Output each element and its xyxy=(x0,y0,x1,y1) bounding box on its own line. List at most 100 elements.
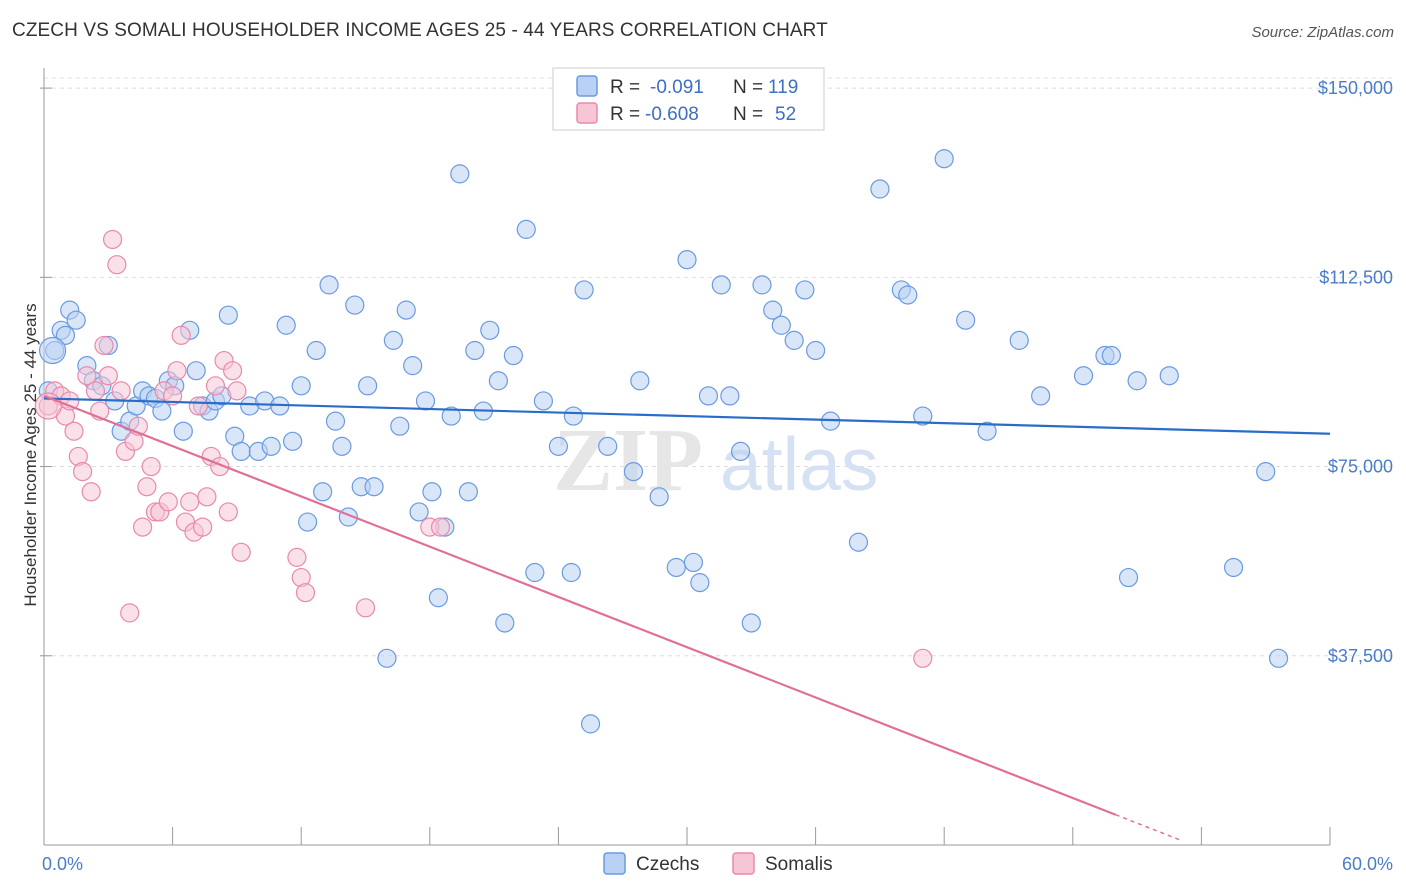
point-czechs-86 xyxy=(720,386,740,406)
point-czechs-36 xyxy=(283,431,303,451)
bottom-legend-swatch-somalis xyxy=(732,852,755,875)
data-points xyxy=(34,149,1289,734)
trend-line-dashed-somalis xyxy=(1115,814,1181,841)
legend-r-value-somalis: -0.608 xyxy=(645,104,699,125)
point-czechs-40 xyxy=(313,482,333,502)
point-somalis-48 xyxy=(355,598,376,618)
point-czechs-43 xyxy=(332,436,352,456)
y-tick-label-0: $37,500 xyxy=(1328,646,1393,666)
legend-r-label-somalis: R = xyxy=(610,104,640,125)
point-somalis-7 xyxy=(72,461,93,482)
point-czechs-85 xyxy=(711,275,731,295)
point-czechs-112 xyxy=(1223,557,1244,578)
point-somalis-30 xyxy=(171,325,191,345)
point-czechs-29 xyxy=(231,441,251,462)
point-somalis-47 xyxy=(295,583,316,603)
point-czechs-17 xyxy=(152,401,172,421)
trend-line-czechs xyxy=(43,397,1331,435)
point-somalis-51 xyxy=(913,648,933,668)
point-czechs-74 xyxy=(574,280,594,300)
point-czechs-41 xyxy=(319,275,339,295)
point-czechs-84 xyxy=(698,386,719,406)
point-czechs-102 xyxy=(956,310,976,330)
point-czechs-38 xyxy=(298,512,318,532)
x-tick-label-1: 60.0% xyxy=(1342,854,1393,874)
point-somalis-5 xyxy=(64,421,84,441)
point-czechs-53 xyxy=(403,356,423,376)
point-czechs-62 xyxy=(465,340,485,361)
point-czechs-100 xyxy=(913,406,933,426)
point-czechs-52 xyxy=(396,300,416,320)
trend-lines xyxy=(43,394,1331,841)
legend-n-label-somalis: N = xyxy=(733,104,763,125)
point-somalis-28 xyxy=(163,386,183,406)
point-somalis-43 xyxy=(227,381,247,401)
axes xyxy=(40,68,1331,846)
point-czechs-87 xyxy=(730,441,751,462)
point-czechs-72 xyxy=(561,562,581,583)
point-somalis-42 xyxy=(223,361,243,381)
point-czechs-104 xyxy=(1009,330,1029,350)
point-somalis-10 xyxy=(85,381,106,401)
point-czechs-79 xyxy=(649,487,669,507)
point-czechs-5 xyxy=(66,310,86,330)
point-czechs-101 xyxy=(934,149,954,169)
point-czechs-99 xyxy=(898,285,918,305)
point-czechs-47 xyxy=(358,376,378,396)
point-czechs-113 xyxy=(1256,461,1276,482)
point-czechs-82 xyxy=(683,552,704,573)
legend-r-label-czechs: R = xyxy=(610,77,640,98)
point-czechs-88 xyxy=(741,613,761,633)
point-somalis-35 xyxy=(193,517,213,537)
point-czechs-54 xyxy=(409,502,429,522)
point-czechs-105 xyxy=(1031,386,1051,406)
point-somalis-13 xyxy=(98,366,118,386)
point-czechs-106 xyxy=(1073,366,1094,386)
point-czechs-83 xyxy=(690,573,710,593)
y-tick-label-2: $112,500 xyxy=(1319,267,1393,287)
point-somalis-36 xyxy=(197,487,217,507)
point-somalis-50 xyxy=(430,517,451,537)
point-czechs-110 xyxy=(1127,371,1147,391)
legend-n-value-somalis: 52 xyxy=(775,104,796,125)
point-czechs-70 xyxy=(533,391,553,411)
point-czechs-77 xyxy=(623,461,644,482)
trend-line-somalis xyxy=(43,394,1117,816)
point-czechs-80 xyxy=(666,557,686,578)
point-czechs-68 xyxy=(516,219,536,239)
point-czechs-48 xyxy=(364,477,384,497)
point-czechs-73 xyxy=(563,406,584,426)
point-somalis-22 xyxy=(137,477,157,497)
y-axis-label: Householder Income Ages 25 - 44 years xyxy=(21,303,40,606)
point-czechs-71 xyxy=(548,436,569,456)
point-somalis-9 xyxy=(81,482,101,502)
point-czechs-93 xyxy=(795,280,815,300)
point-czechs-22 xyxy=(186,361,206,381)
point-somalis-38 xyxy=(205,376,226,396)
point-czechs-55 xyxy=(415,391,436,411)
point-czechs-61 xyxy=(458,482,478,502)
point-czechs-92 xyxy=(784,330,804,350)
point-somalis-41 xyxy=(218,502,238,522)
point-czechs-76 xyxy=(598,436,618,456)
point-somalis-29 xyxy=(167,361,187,381)
y-tick-label-3: $150,000 xyxy=(1318,78,1393,98)
point-czechs-94 xyxy=(805,340,826,361)
point-somalis-23 xyxy=(141,456,161,477)
point-czechs-103 xyxy=(977,421,997,441)
point-czechs-90 xyxy=(763,300,783,320)
x-tick-label-0: 0.0% xyxy=(42,854,83,874)
point-czechs-35 xyxy=(276,315,296,335)
point-czechs-57 xyxy=(428,588,448,608)
bottom-legend: Czechs Somalis xyxy=(603,852,833,875)
y-tick-labels: $37,500 $75,000 $112,500 $150,000 xyxy=(1318,78,1393,666)
point-somalis-14 xyxy=(102,229,123,250)
chart-title: CZECH VS SOMALI HOUSEHOLDER INCOME AGES … xyxy=(12,20,828,41)
point-czechs-39 xyxy=(306,340,326,361)
x-tick-labels: 0.0% 60.0% xyxy=(42,854,1393,874)
point-czechs-69 xyxy=(525,562,545,583)
point-czechs-27 xyxy=(218,305,238,325)
point-czechs-91 xyxy=(771,315,791,335)
legend-n-label-czechs: N = xyxy=(733,77,763,98)
